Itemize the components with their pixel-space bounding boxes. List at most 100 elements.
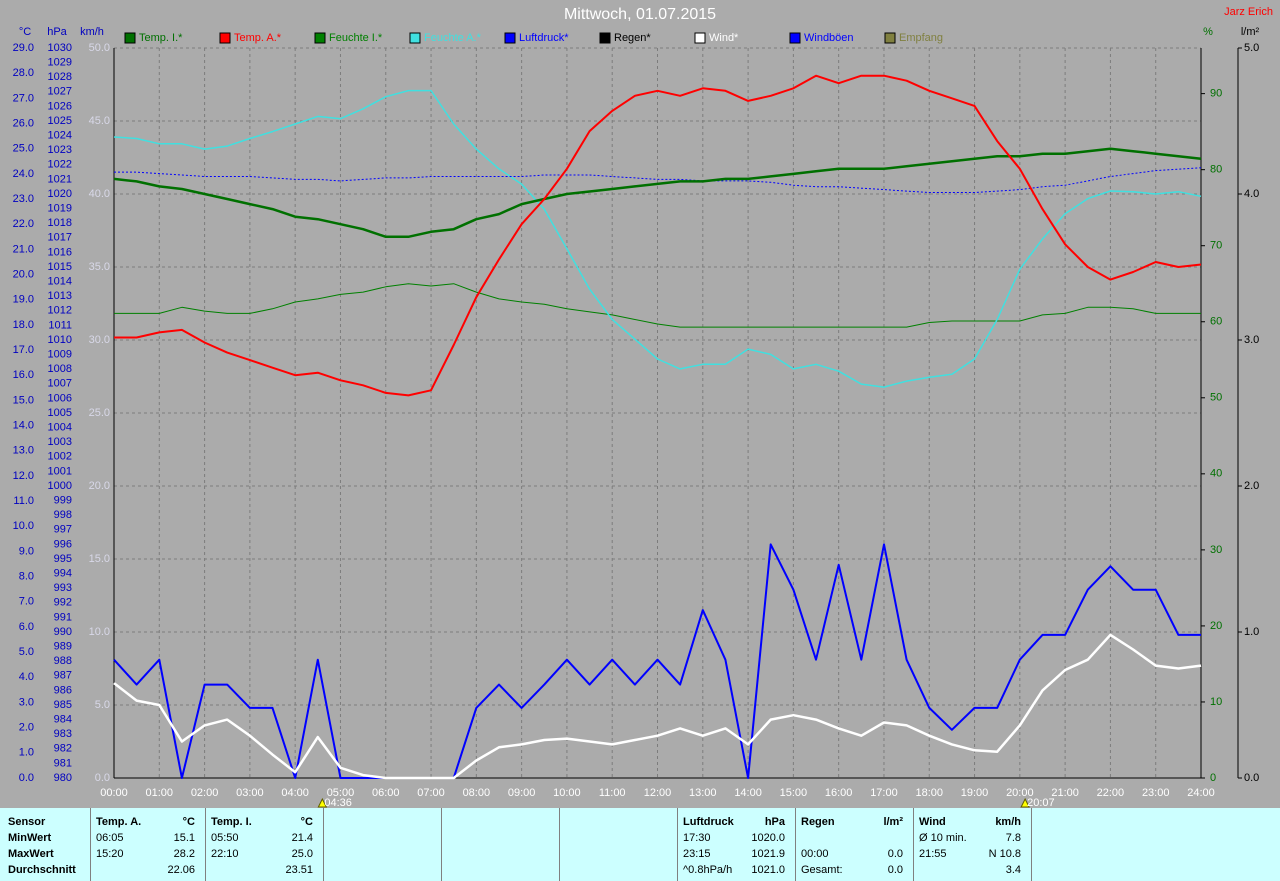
y-tick-label: 1016 bbox=[48, 246, 72, 258]
cell-border bbox=[913, 808, 914, 881]
y-tick-label: 26.0 bbox=[13, 117, 34, 129]
x-tick-label: 04:00 bbox=[281, 787, 309, 799]
y-tick-label: 1023 bbox=[48, 144, 72, 156]
y-tick-label: 50 bbox=[1210, 392, 1222, 404]
y-tick-label: 985 bbox=[54, 699, 72, 711]
legend-swatch bbox=[599, 32, 611, 44]
y-tick-label: 20.0 bbox=[89, 480, 110, 492]
y-tick-label: 1012 bbox=[48, 305, 72, 317]
legend-swatch bbox=[409, 32, 421, 44]
column-unit: °C bbox=[300, 816, 313, 828]
cell-time: 00:00 bbox=[801, 848, 829, 860]
y-tick-label: 70 bbox=[1210, 240, 1222, 252]
sun-marker bbox=[317, 797, 328, 808]
y-tick-label: 988 bbox=[54, 655, 72, 667]
y-tick-label: 16.0 bbox=[13, 369, 34, 381]
x-tick-label: 01:00 bbox=[146, 787, 174, 799]
y-tick-label: 14.0 bbox=[13, 419, 34, 431]
y-tick-label: 5.0 bbox=[19, 646, 34, 658]
y-tick-label: 995 bbox=[54, 553, 72, 565]
y-tick-label: 1003 bbox=[48, 436, 72, 448]
y-tick-label: 80 bbox=[1210, 164, 1222, 176]
y-tick-label: 20 bbox=[1210, 620, 1222, 632]
y-tick-label: 1029 bbox=[48, 57, 72, 69]
y-tick-label: 980 bbox=[54, 772, 72, 784]
row-label: MinWert bbox=[8, 832, 52, 844]
legend-label: Feuchte A.* bbox=[424, 32, 482, 44]
y-tick-label: 1026 bbox=[48, 100, 72, 112]
cell-value: 0.0 bbox=[887, 864, 903, 876]
cell-border bbox=[90, 808, 91, 881]
chart-title: Mittwoch, 01.07.2015 bbox=[564, 6, 716, 23]
cell-time: Ø 10 min. bbox=[919, 832, 967, 844]
cell-value: 1021.0 bbox=[751, 864, 785, 876]
y-tick-label: 1024 bbox=[48, 130, 72, 142]
sun-label: 20:07 bbox=[1027, 797, 1055, 808]
y-tick-label: 4.0 bbox=[1244, 188, 1259, 200]
legend-swatch bbox=[504, 32, 516, 44]
y-tick-label: 25.0 bbox=[89, 407, 110, 419]
legend-swatch bbox=[219, 32, 231, 44]
legend-swatch bbox=[694, 32, 706, 44]
cell-value: 23.51 bbox=[285, 864, 313, 876]
y-tick-label: 10.0 bbox=[89, 626, 110, 638]
cell-time: 23:15 bbox=[683, 848, 711, 860]
y-tick-label: 1030 bbox=[48, 42, 72, 54]
y-tick-label: 21.0 bbox=[13, 243, 34, 255]
cell-border bbox=[205, 808, 206, 881]
cell-time: 06:05 bbox=[96, 832, 124, 844]
y-tick-label: 993 bbox=[54, 582, 72, 594]
y-tick-label: 10 bbox=[1210, 696, 1222, 708]
cell-value: 0.0 bbox=[887, 848, 903, 860]
y-tick-label: 1004 bbox=[48, 422, 72, 434]
y-tick-label: 40 bbox=[1210, 468, 1222, 480]
x-tick-label: 22:00 bbox=[1097, 787, 1125, 799]
y-tick-label: 15.0 bbox=[89, 553, 110, 565]
y-tick-label: 23.0 bbox=[13, 193, 34, 205]
column-unit: °C bbox=[182, 816, 195, 828]
y-tick-label: 998 bbox=[54, 509, 72, 521]
legend-swatch bbox=[124, 32, 136, 44]
row-label: Sensor bbox=[8, 816, 46, 828]
y-tick-label: 50.0 bbox=[89, 42, 110, 54]
column-unit: l/m² bbox=[883, 816, 903, 828]
x-tick-label: 03:00 bbox=[236, 787, 264, 799]
x-tick-label: 10:00 bbox=[553, 787, 581, 799]
cell-border bbox=[559, 808, 560, 881]
y-tick-label: 6.0 bbox=[19, 621, 34, 633]
y-tick-label: 0 bbox=[1210, 772, 1216, 784]
stats-table: Sensor MinWert MaxWert Durchschnitt Temp. A.… bbox=[0, 808, 1280, 881]
x-tick-label: 17:00 bbox=[870, 787, 898, 799]
y-tick-label: 992 bbox=[54, 597, 72, 609]
y-tick-label: 1017 bbox=[48, 232, 72, 244]
y-tick-label: 40.0 bbox=[89, 188, 110, 200]
y-tick-label: 983 bbox=[54, 728, 72, 740]
chart: Mittwoch, 01.07.2015 Jarz Erich 00:00 01:… bbox=[13, 6, 1273, 808]
y-tick-label: 994 bbox=[54, 568, 72, 580]
cell-border bbox=[323, 808, 324, 881]
cell-value: 28.2 bbox=[173, 848, 195, 860]
y-tick-label: 18.0 bbox=[13, 319, 34, 331]
y-tick-label: 17.0 bbox=[13, 344, 34, 356]
column-title: Temp. A. bbox=[96, 816, 142, 828]
y-tick-label: 45.0 bbox=[89, 115, 110, 127]
cell-border bbox=[677, 808, 678, 881]
cell-value: N 10.8 bbox=[988, 848, 1021, 860]
y-tick-label: 1010 bbox=[48, 334, 72, 346]
axis-unit: °C bbox=[19, 26, 31, 38]
y-tick-label: 0.0 bbox=[1244, 772, 1259, 784]
y-tick-label: 1027 bbox=[48, 86, 72, 98]
column-title: Wind bbox=[919, 816, 946, 828]
y-tick-label: 15.0 bbox=[13, 394, 34, 406]
cell-time: 05:50 bbox=[211, 832, 239, 844]
x-tick-label: 24:00 bbox=[1187, 787, 1215, 799]
y-tick-label: 996 bbox=[54, 538, 72, 550]
y-tick-label: 25.0 bbox=[13, 143, 34, 155]
x-tick-label: 19:00 bbox=[961, 787, 989, 799]
y-tick-label: 2.0 bbox=[19, 722, 34, 734]
x-tick-label: 21:00 bbox=[1051, 787, 1079, 799]
y-tick-label: 1.0 bbox=[1244, 626, 1259, 638]
y-tick-label: 11.0 bbox=[13, 495, 34, 507]
y-tick-label: 1022 bbox=[48, 159, 72, 171]
